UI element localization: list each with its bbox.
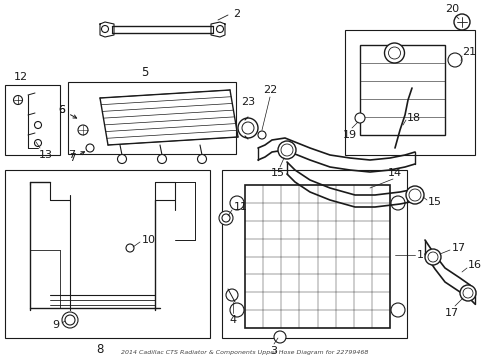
Circle shape: [14, 95, 22, 104]
Circle shape: [387, 47, 400, 59]
Circle shape: [216, 26, 223, 32]
Text: 9: 9: [52, 320, 60, 330]
Circle shape: [447, 53, 461, 67]
Text: 22: 22: [263, 85, 277, 95]
Circle shape: [229, 303, 244, 317]
Text: 23: 23: [241, 97, 255, 107]
Circle shape: [78, 125, 88, 135]
Text: 17: 17: [451, 243, 465, 253]
Text: 10: 10: [142, 235, 156, 245]
Circle shape: [225, 289, 238, 301]
Bar: [5, 170, 209, 338]
Text: 18: 18: [406, 113, 420, 123]
Text: 3: 3: [269, 346, 276, 356]
Circle shape: [427, 252, 437, 262]
Circle shape: [35, 122, 41, 129]
Circle shape: [281, 144, 292, 156]
Text: 16: 16: [467, 260, 481, 270]
Circle shape: [462, 288, 472, 298]
Text: 20: 20: [444, 4, 458, 14]
Circle shape: [459, 285, 475, 301]
Bar: [244, 185, 389, 328]
Circle shape: [242, 122, 253, 134]
Text: 8: 8: [96, 343, 103, 356]
Circle shape: [219, 211, 232, 225]
Circle shape: [278, 141, 295, 159]
Text: 5: 5: [141, 66, 148, 79]
Circle shape: [117, 154, 126, 163]
Text: 2014 Cadillac CTS Radiator & Components Upper Hose Diagram for 22799468: 2014 Cadillac CTS Radiator & Components …: [121, 350, 367, 355]
Circle shape: [405, 186, 423, 204]
Bar: [222, 170, 406, 338]
Circle shape: [86, 144, 94, 152]
Text: 17: 17: [444, 308, 458, 318]
Circle shape: [126, 244, 134, 252]
Circle shape: [408, 189, 420, 201]
Text: 6: 6: [59, 105, 77, 118]
Circle shape: [424, 249, 440, 265]
Bar: [345, 30, 474, 155]
Circle shape: [273, 331, 285, 343]
Text: 4: 4: [229, 315, 236, 325]
Circle shape: [390, 196, 404, 210]
Text: 15: 15: [427, 197, 441, 207]
Bar: [68, 82, 236, 154]
Text: 7: 7: [68, 150, 76, 160]
Text: 13: 13: [39, 150, 53, 160]
Text: 11: 11: [234, 202, 247, 212]
Circle shape: [102, 26, 108, 32]
Circle shape: [229, 196, 244, 210]
Text: 12: 12: [14, 72, 28, 82]
Text: 19: 19: [342, 130, 356, 140]
Text: 15: 15: [270, 168, 285, 178]
Circle shape: [35, 139, 41, 147]
Circle shape: [258, 131, 265, 139]
Text: 1: 1: [416, 250, 423, 260]
Text: 2: 2: [232, 9, 240, 19]
Text: 21: 21: [461, 47, 475, 57]
Circle shape: [238, 118, 258, 138]
Circle shape: [453, 14, 469, 30]
Circle shape: [354, 113, 364, 123]
Text: 6: 6: [59, 105, 65, 115]
Bar: [359, 45, 444, 135]
Circle shape: [384, 43, 404, 63]
Text: 7: 7: [68, 152, 84, 163]
Circle shape: [222, 214, 229, 222]
Text: 14: 14: [387, 168, 401, 178]
Circle shape: [157, 154, 166, 163]
Bar: [5, 85, 60, 155]
Circle shape: [390, 303, 404, 317]
Circle shape: [65, 315, 75, 325]
Circle shape: [197, 154, 206, 163]
